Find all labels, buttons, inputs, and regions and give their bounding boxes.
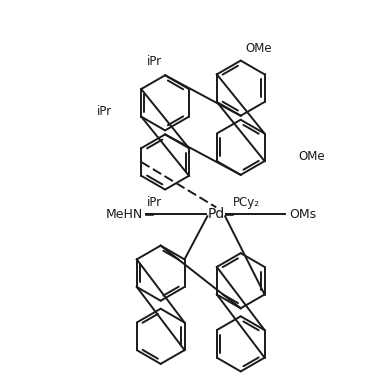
- Text: OMe: OMe: [298, 150, 325, 163]
- Text: MeHN: MeHN: [106, 208, 143, 220]
- Text: Pd: Pd: [208, 207, 225, 221]
- Text: iPr: iPr: [97, 105, 112, 118]
- Text: iPr: iPr: [147, 196, 163, 209]
- Text: PCy₂: PCy₂: [233, 196, 260, 209]
- Text: OMe: OMe: [245, 42, 272, 55]
- Text: OMs: OMs: [289, 208, 317, 220]
- Text: iPr: iPr: [147, 55, 163, 68]
